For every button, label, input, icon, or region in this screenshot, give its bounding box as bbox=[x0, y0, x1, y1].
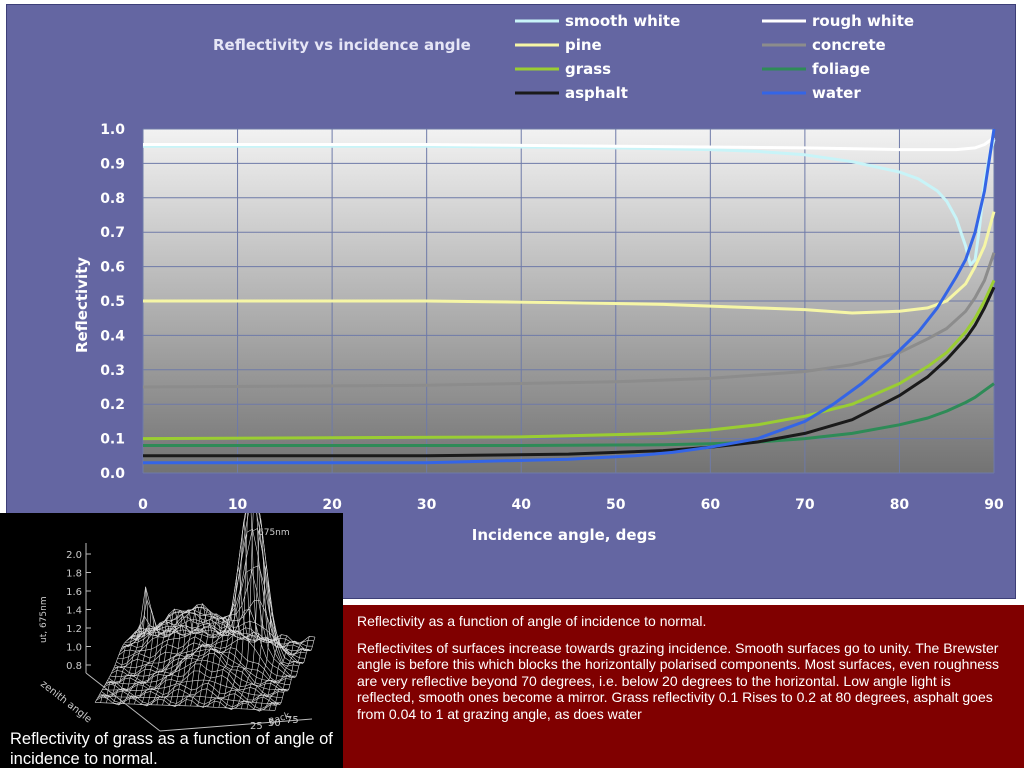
z-tick-label: 1.6 bbox=[66, 587, 82, 598]
legend-item: asphalt bbox=[515, 84, 628, 102]
mesh-line bbox=[132, 629, 313, 647]
legend-item: smooth white bbox=[515, 12, 680, 30]
mesh-line bbox=[274, 637, 316, 711]
legend-label: concrete bbox=[812, 36, 886, 54]
series-line-foliage bbox=[143, 382, 995, 447]
angle-axis-label: zenith angle bbox=[38, 679, 93, 726]
z-tick-label: 2.0 bbox=[66, 550, 82, 561]
legend-label: asphalt bbox=[565, 84, 628, 102]
y-tick-label: 0.8 bbox=[100, 191, 125, 207]
series-line-concrete bbox=[142, 252, 996, 389]
y-tick-label: 0.9 bbox=[100, 156, 125, 172]
reflectivity-chart: Reflectivity vs incidence angle smooth w… bbox=[73, 12, 1004, 544]
grass-reflectivity-plot-image: 2.0 1.8 1.6 1.4 1.2 1.0 0.8 675nm ut, 675nm ze… bbox=[0, 513, 343, 768]
azimuth-tick-label: 75 bbox=[286, 715, 299, 726]
series-line-grass bbox=[142, 279, 996, 441]
x-tick-label: 40 bbox=[511, 497, 531, 513]
mesh-line bbox=[134, 627, 316, 645]
z-tick-label: 1.8 bbox=[66, 569, 82, 580]
description-panel: Reflectivity as a function of angle of i… bbox=[343, 605, 1024, 768]
mesh-line bbox=[114, 609, 296, 678]
mesh-line bbox=[118, 513, 299, 667]
x-tick-label: 30 bbox=[417, 497, 437, 513]
legend-item: concrete bbox=[762, 36, 886, 54]
chart-title: Reflectivity vs incidence angle bbox=[213, 36, 471, 54]
y-tick-label: 1.0 bbox=[100, 122, 125, 138]
series-line-rough-white bbox=[143, 136, 995, 152]
photo-caption: Reflectivity of grass as a function of a… bbox=[10, 730, 333, 768]
y-tick-label: 0.2 bbox=[100, 397, 125, 413]
mesh-line bbox=[263, 640, 305, 711]
mesh-line bbox=[124, 599, 306, 659]
mesh-line bbox=[207, 603, 248, 707]
y-tick-label: 0.0 bbox=[100, 466, 125, 482]
legend-item: rough white bbox=[762, 12, 914, 30]
azimuth-ticks: 25 50 75 bbox=[250, 715, 299, 732]
z-axis-label: ut, 675nm bbox=[39, 596, 49, 643]
surface-mesh bbox=[94, 513, 316, 712]
description-body: Reflectivites of surfaces increase towar… bbox=[357, 639, 1000, 722]
mesh-line bbox=[224, 513, 265, 709]
series-line-smooth-white bbox=[143, 138, 996, 267]
x-tick-label: 70 bbox=[795, 497, 815, 513]
legend-label: water bbox=[812, 84, 861, 102]
x-tick-label: 90 bbox=[984, 497, 1004, 513]
x-tick-label: 10 bbox=[228, 497, 248, 513]
series-lines bbox=[142, 128, 996, 465]
legend-item: foliage bbox=[762, 60, 870, 78]
mesh-line bbox=[133, 629, 314, 645]
x-tick-label: 50 bbox=[606, 497, 626, 513]
series-line-asphalt bbox=[143, 286, 996, 458]
photo-axes bbox=[85, 543, 313, 732]
x-tick-label: 60 bbox=[701, 497, 721, 513]
surface-plot-3d: 2.0 1.8 1.6 1.4 1.2 1.0 0.8 675nm ut, 675nm ze… bbox=[38, 513, 316, 732]
y-axis-ticks: 0.0 0.1 0.2 0.3 0.4 0.5 0.6 0.7 0.8 0.9 1.0 bbox=[100, 122, 125, 482]
y-tick-label: 0.6 bbox=[100, 260, 125, 276]
y-tick-label: 0.1 bbox=[100, 432, 125, 448]
x-axis-ticks: 0 10 20 30 40 50 60 70 80 90 bbox=[138, 497, 1004, 513]
chart-legend: smooth white rough white pine concrete grass… bbox=[515, 12, 914, 102]
z-tick-label: 1.2 bbox=[66, 624, 82, 635]
wavelength-label: 675nm bbox=[258, 528, 290, 538]
mesh-line bbox=[94, 702, 276, 711]
legend-label: rough white bbox=[812, 12, 914, 30]
mesh-line bbox=[190, 617, 231, 707]
mesh-line bbox=[134, 619, 175, 705]
chart-panel: Reflectivity vs incidence angle smooth w… bbox=[6, 4, 1016, 599]
azimuth-tick-label: 50 bbox=[268, 718, 281, 729]
mesh-line bbox=[229, 513, 271, 711]
mesh-line bbox=[252, 640, 293, 710]
legend-label: pine bbox=[565, 36, 602, 54]
x-tick-label: 20 bbox=[322, 497, 342, 513]
legend-label: grass bbox=[565, 60, 611, 78]
azimuth-tick-label: 25 bbox=[250, 721, 263, 732]
series-line-pine bbox=[143, 211, 996, 315]
mesh-line bbox=[123, 565, 304, 663]
x-tick-label: 80 bbox=[890, 497, 910, 513]
mesh-line bbox=[257, 640, 299, 712]
legend-item: water bbox=[762, 84, 861, 102]
description-heading: Reflectivity as a function of angle of i… bbox=[357, 613, 707, 629]
y-axis-label: Reflectivity bbox=[73, 257, 91, 353]
x-tick-label: 0 bbox=[138, 497, 148, 513]
legend-label: smooth white bbox=[565, 12, 680, 30]
z-tick-label: 0.8 bbox=[66, 661, 82, 672]
legend-label: foliage bbox=[812, 60, 870, 78]
mesh-line bbox=[117, 528, 298, 672]
y-tick-label: 0.4 bbox=[100, 328, 125, 344]
z-axis-ticks: 2.0 1.8 1.6 1.4 1.2 1.0 0.8 bbox=[66, 550, 91, 672]
z-tick-label: 1.4 bbox=[66, 606, 82, 617]
mesh-line bbox=[269, 636, 310, 711]
mesh-line bbox=[246, 612, 288, 710]
mesh-line bbox=[131, 625, 312, 651]
legend-item: pine bbox=[515, 36, 602, 54]
y-tick-label: 0.3 bbox=[100, 363, 125, 379]
x-axis-label: Incidence angle, degs bbox=[472, 526, 657, 544]
legend-item: grass bbox=[515, 60, 611, 78]
z-tick-label: 1.0 bbox=[66, 643, 82, 654]
mesh-line bbox=[129, 598, 311, 651]
y-tick-label: 0.7 bbox=[100, 225, 125, 241]
y-tick-label: 0.5 bbox=[100, 294, 125, 310]
series-line-water bbox=[143, 128, 996, 465]
